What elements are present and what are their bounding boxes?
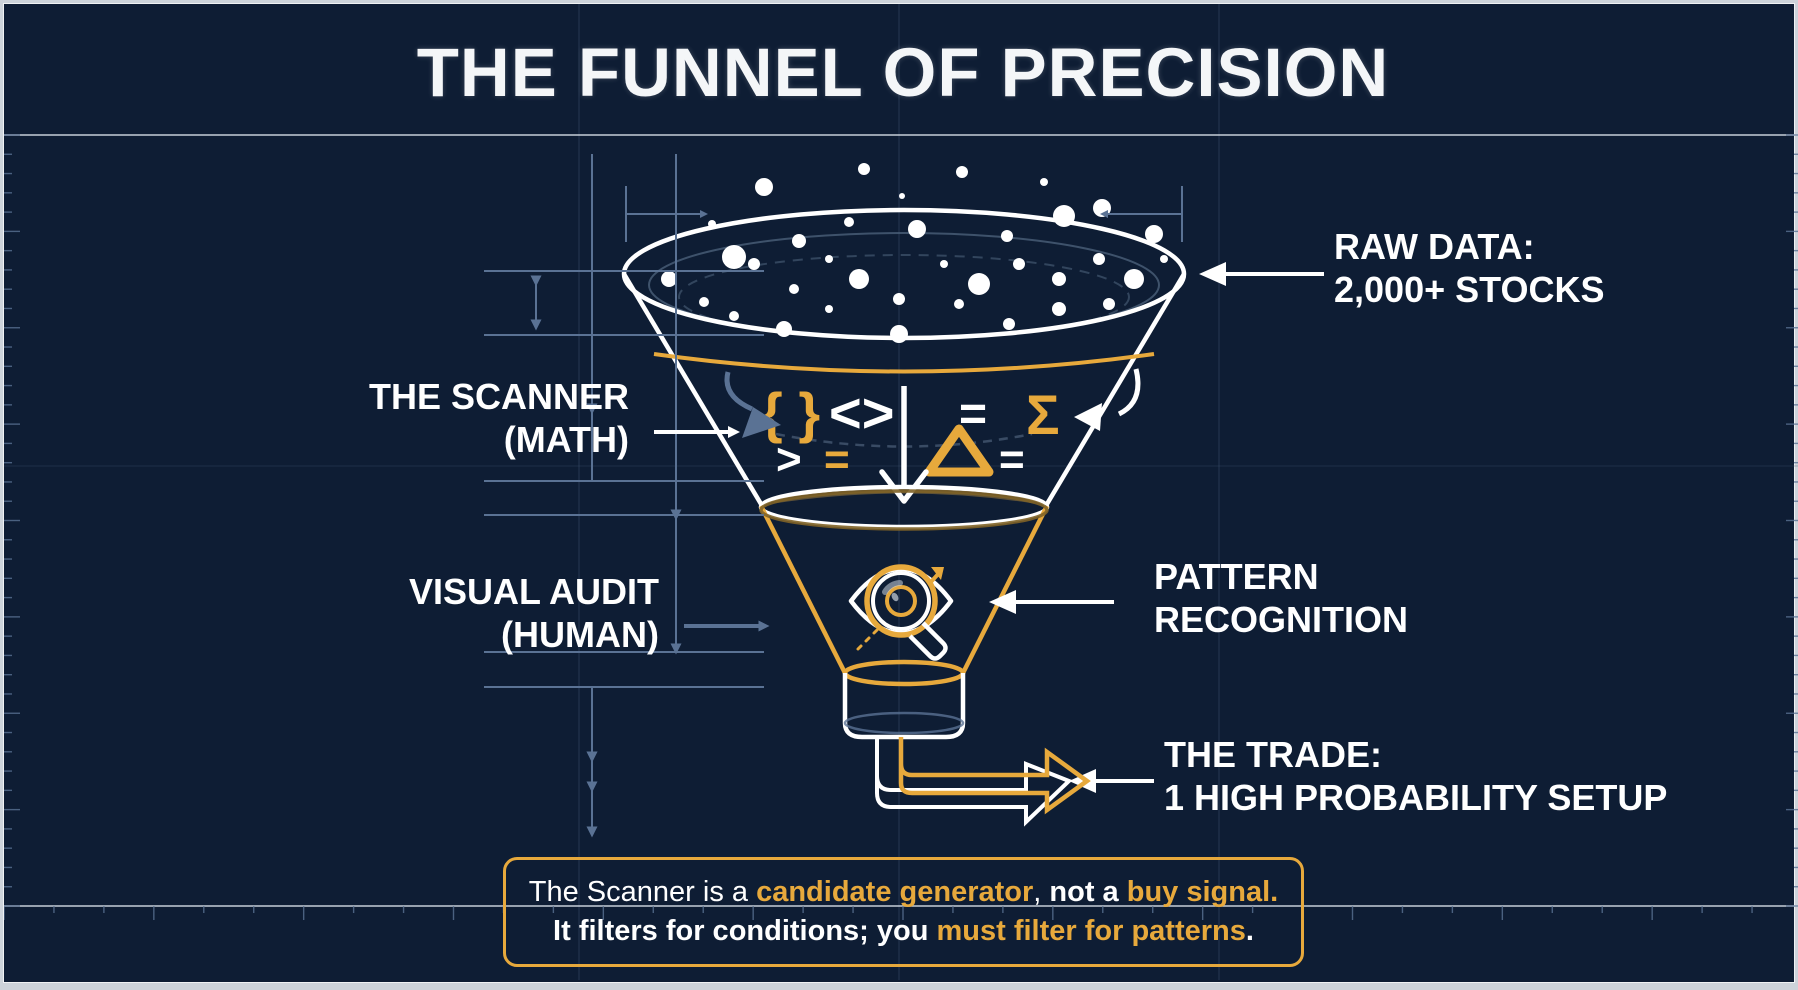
svg-text:RECOGNITION: RECOGNITION [1154,599,1408,640]
svg-text:2,000+ STOCKS: 2,000+ STOCKS [1334,269,1604,310]
svg-text:THE TRADE:: THE TRADE: [1164,734,1382,775]
svg-text:(HUMAN): (HUMAN) [501,614,659,655]
svg-text:=: = [824,435,850,484]
svg-text:(MATH): (MATH) [504,419,629,460]
svg-text:PATTERN: PATTERN [1154,556,1319,597]
svg-text:Σ: Σ [1026,383,1060,446]
svg-text:=: = [999,435,1025,484]
svg-text:>: > [776,435,802,484]
svg-text:1 HIGH PROBABILITY SETUP: 1 HIGH PROBABILITY SETUP [1164,777,1667,818]
svg-text:VISUAL AUDIT: VISUAL AUDIT [409,571,659,612]
svg-text:THE SCANNER: THE SCANNER [369,376,629,417]
svg-text:RAW DATA:: RAW DATA: [1334,226,1535,267]
